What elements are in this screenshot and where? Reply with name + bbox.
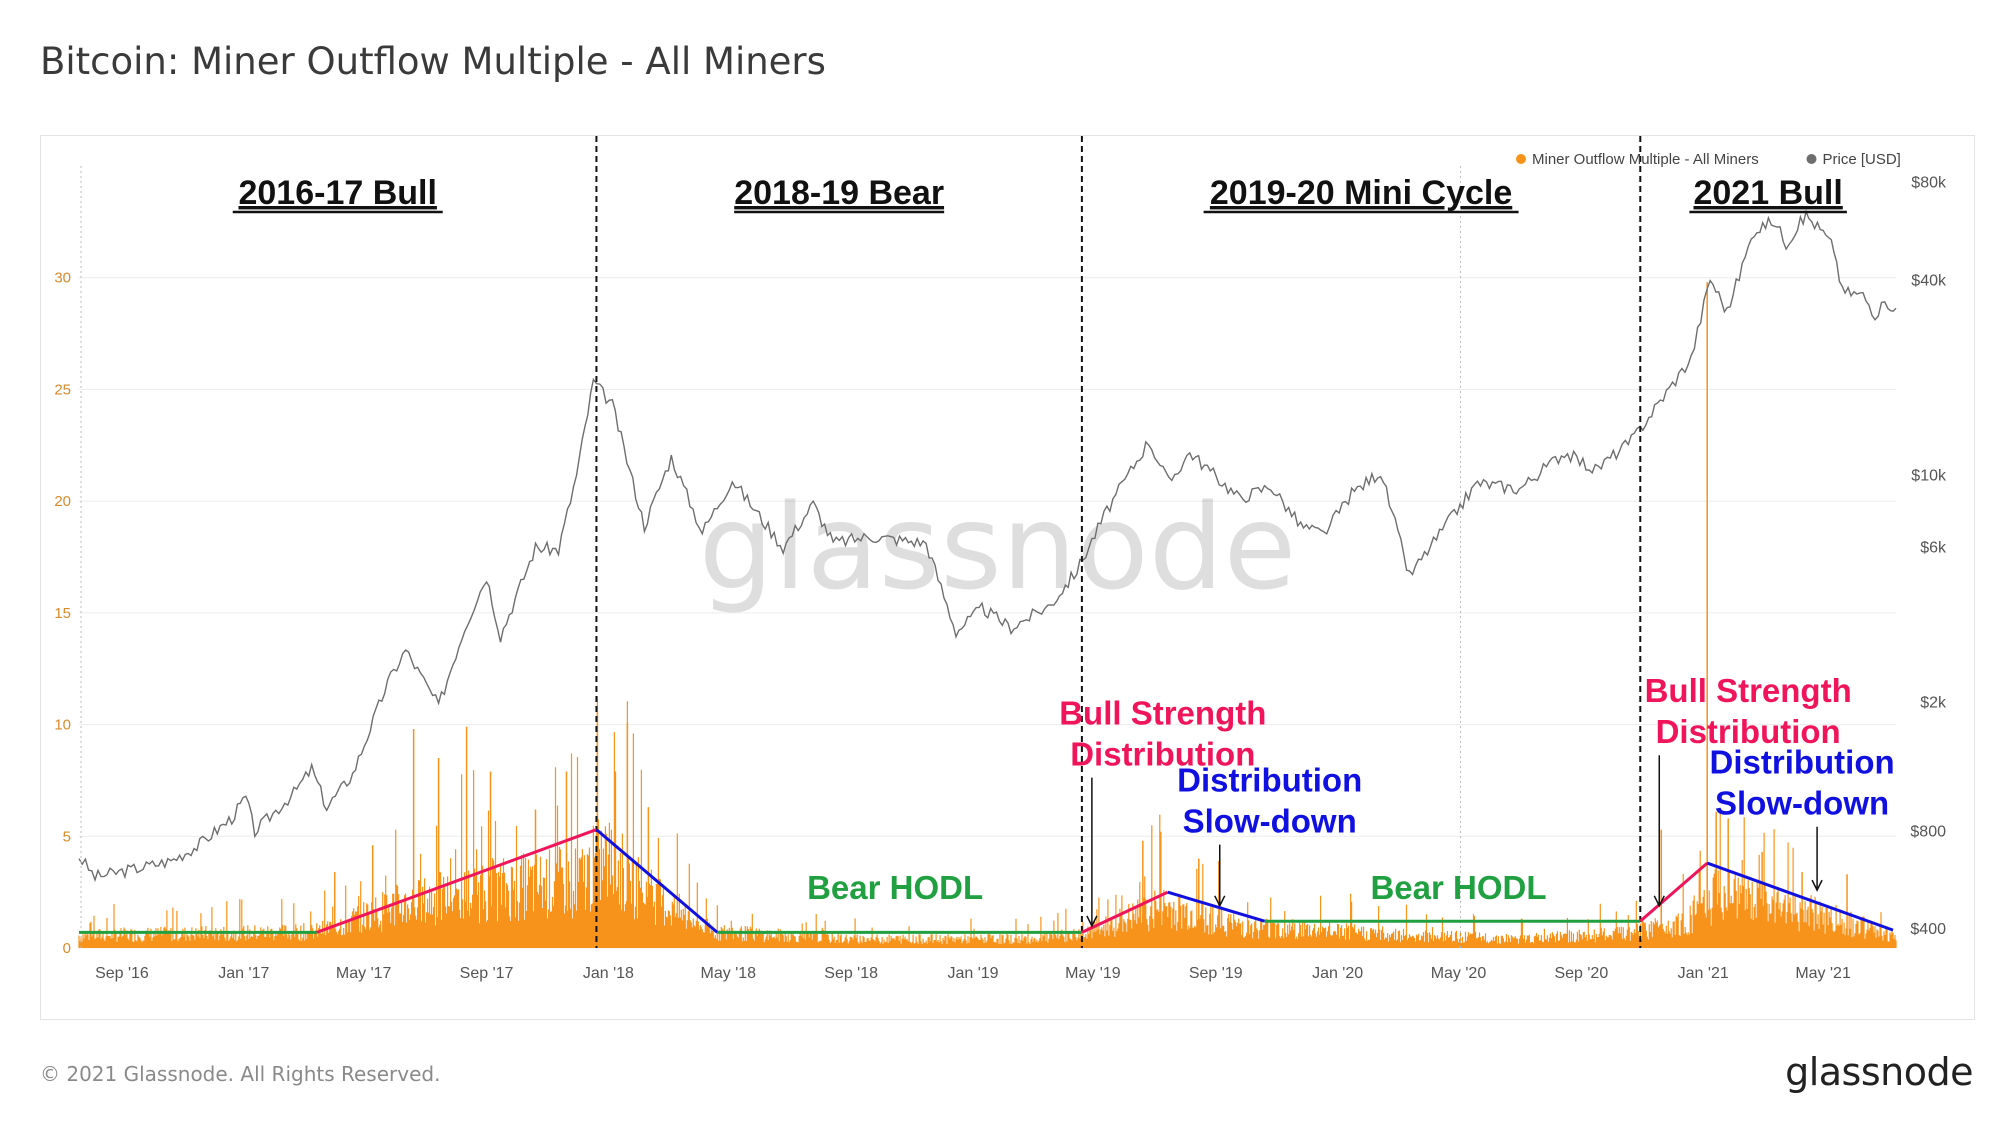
- chart-panel: glassnode 0 5 10 15 20 25 30 $400 $800 $2k $6k $10k…: [40, 135, 1975, 1020]
- outflow-bar-field: [78, 696, 1897, 948]
- x-tick-label: Jan '19: [947, 965, 998, 982]
- x-tick-label: May '20: [1431, 965, 1487, 982]
- y-left-tick-label: 30: [54, 270, 71, 287]
- x-tick-label: May '19: [1065, 965, 1121, 982]
- phase-label: 2021 Bull: [1693, 174, 1842, 212]
- y-left-tick-label: 25: [54, 381, 71, 398]
- y-right-tick-label: $80k: [1911, 175, 1947, 192]
- trend-line-bull: [316, 828, 597, 934]
- x-tick-label: Jan '18: [583, 965, 634, 982]
- phase-labels: 2016-17 Bull 2018-19 Bear 2019-20 Mini Cyc…: [232, 174, 1847, 214]
- x-tick-label: Sep '20: [1554, 965, 1608, 982]
- price-series: [78, 209, 1897, 883]
- x-tick-label: Sep '16: [95, 965, 149, 982]
- y-left-tick-label: 10: [54, 717, 71, 734]
- x-tick-label: Sep '17: [460, 965, 514, 982]
- annotation-line: Distribution: [1656, 713, 1841, 750]
- annotation-bull: Bull Strength Distribution: [1645, 672, 1852, 750]
- x-tick-label: Sep '19: [1189, 965, 1243, 982]
- trend-lines: [79, 828, 1894, 934]
- annotation-arrowhead: [1811, 879, 1823, 892]
- watermark-text: glassnode: [699, 478, 1296, 616]
- trend-line-bear: [595, 828, 719, 934]
- y-right-tick-label: $10k: [1911, 468, 1947, 485]
- annotation-bear: Distribution Slow-down: [1177, 762, 1362, 840]
- phase-label: 2018-19 Bear: [734, 174, 944, 212]
- x-tick-label: Jan '21: [1678, 965, 1729, 982]
- annotation-arrowhead: [1653, 895, 1665, 908]
- x-tick-label: Sep '18: [824, 965, 878, 982]
- annotation-hodl: Bear HODL: [807, 869, 983, 906]
- y-right-tick-label: $400: [1910, 921, 1946, 938]
- legend-label: Price [USD]: [1823, 151, 1901, 168]
- legend: Miner Outflow Multiple - All Miners Price…: [1516, 151, 1901, 168]
- annotation-line: Distribution: [1070, 736, 1255, 773]
- x-tick-label: Jan '17: [218, 965, 269, 982]
- annotation-arrowhead: [1086, 915, 1098, 928]
- trend-line-bull: [1081, 890, 1169, 934]
- legend-marker: [1806, 154, 1817, 164]
- phase-label: 2016-17 Bull: [238, 174, 436, 212]
- y-left-tick-label: 15: [54, 605, 71, 622]
- annotation-line: Distribution: [1710, 744, 1895, 781]
- price-line: [78, 209, 1897, 883]
- trend-line-bear: [1167, 890, 1266, 923]
- phase-label: 2019-20 Mini Cycle: [1210, 174, 1512, 212]
- annotation-bull: Bull Strength Distribution: [1059, 695, 1266, 773]
- annotation-line: Bear HODL: [807, 869, 983, 906]
- x-tick-label: May '21: [1795, 965, 1851, 982]
- x-tick-label: May '18: [701, 965, 757, 982]
- y-right-tick-label: $800: [1910, 824, 1946, 841]
- chart-title: Bitcoin: Miner Outflow Multiple - All Mi…: [40, 40, 826, 83]
- gridlines: [79, 277, 1896, 949]
- legend-marker: [1516, 154, 1526, 164]
- brand-logo: glassnode: [1785, 1050, 1973, 1094]
- annotation-line: Distribution: [1177, 762, 1362, 799]
- annotation-line: Bear HODL: [1370, 869, 1546, 906]
- annotation-line: Bull Strength: [1645, 672, 1852, 709]
- outflow-bars: [78, 282, 1897, 948]
- y-left-tick-label: 5: [63, 828, 71, 845]
- annotation-line: Slow-down: [1183, 803, 1357, 840]
- annotation-line: Slow-down: [1715, 785, 1889, 822]
- axes: 0 5 10 15 20 25 30 $400 $800 $2k $6k $10k $40k $80k Se…: [54, 175, 1947, 982]
- annotation-line: Bull Strength: [1059, 695, 1266, 732]
- watermark: glassnode: [699, 478, 1296, 616]
- copyright-text: © 2021 Glassnode. All Rights Reserved.: [40, 1062, 441, 1086]
- chart-canvas: glassnode 0 5 10 15 20 25 30 $400 $800 $2k $6k $10k…: [54, 136, 1947, 982]
- annotation-bear: Distribution Slow-down: [1710, 744, 1895, 822]
- legend-label: Miner Outflow Multiple - All Miners: [1532, 151, 1759, 168]
- trend-line-bull: [1639, 861, 1709, 923]
- y-left-tick-label: 20: [54, 493, 71, 510]
- annotation-arrowhead: [1214, 895, 1226, 908]
- annotation-hodl: Bear HODL: [1370, 869, 1546, 906]
- y-right-tick-label: $40k: [1911, 272, 1947, 289]
- y-right-tick-label: $6k: [1920, 540, 1947, 557]
- annotations: Bear HODL Bear HODL Bull Strength Distribut…: [807, 672, 1895, 928]
- trend-line-bear: [1706, 861, 1894, 932]
- x-tick-label: May '17: [336, 965, 392, 982]
- y-left-tick-label: 0: [63, 940, 71, 957]
- phase-dividers: [80, 136, 1642, 948]
- x-tick-label: Jan '20: [1312, 965, 1363, 982]
- y-right-tick-label: $2k: [1920, 694, 1947, 711]
